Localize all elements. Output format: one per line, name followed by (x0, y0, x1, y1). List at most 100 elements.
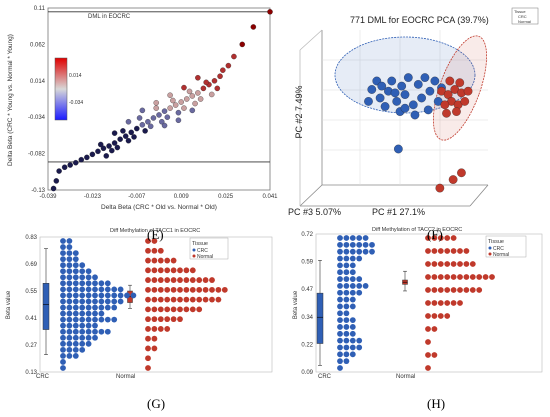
dot-g-normal (164, 286, 171, 293)
dot-g-crc (79, 334, 86, 341)
dot-g-normal (202, 286, 209, 293)
point-e (195, 90, 201, 96)
dot-g-crc (72, 262, 79, 269)
x-tick-e: 0.025 (218, 194, 234, 200)
dot-g-crc (72, 310, 79, 317)
dot-g-crc (79, 298, 86, 305)
dot-g-crc (79, 328, 86, 335)
point-e (139, 107, 146, 114)
dot-h-crc (343, 310, 350, 317)
dot-g-crc (72, 316, 79, 323)
point-e (170, 97, 176, 104)
dot-h-normal (431, 235, 438, 241)
dot-g-crc (104, 292, 111, 299)
dot-g-normal (177, 316, 183, 323)
point-f-crc (375, 93, 385, 103)
dot-g-crc (66, 286, 73, 293)
dot-h-crc (356, 289, 363, 296)
dot-h-crc (349, 337, 356, 344)
dot-g-crc (60, 244, 66, 250)
category-label-g-crc: CRC (36, 374, 50, 380)
dot-g-crc (85, 268, 92, 275)
dot-g-normal (170, 277, 177, 283)
caption-f: (F) (427, 227, 443, 242)
dot-g-normal (189, 267, 196, 274)
y-tick-h: 0.59 (301, 260, 313, 266)
dot-h-crc (337, 296, 343, 303)
point-e (103, 153, 110, 159)
dot-g-normal (183, 306, 190, 313)
dot-h-normal (444, 248, 451, 254)
panel-h: Diff Methylation of TACC2 in EOCRC 0.72 0… (293, 227, 543, 380)
dot-h-crc (356, 255, 363, 262)
point-f-crc (425, 86, 435, 96)
y-tick-e: 0.014 (30, 79, 46, 85)
dot-g-normal (183, 267, 190, 274)
dot-g-crc (111, 292, 118, 299)
dot-g-normal (177, 267, 183, 274)
dot-g-crc (85, 286, 92, 293)
dot-h-normal (431, 261, 438, 267)
dot-g-crc (60, 353, 66, 359)
dot-h-normal (450, 261, 457, 267)
point-e (53, 178, 60, 184)
dot-h-crc (349, 255, 356, 262)
legend-label-g-crc: CRC (197, 248, 208, 254)
dot-h-crc (349, 235, 356, 241)
dot-g-normal (157, 247, 164, 254)
dot-h-normal (450, 300, 457, 306)
dot-h-normal (425, 313, 431, 319)
dot-g-crc (72, 280, 79, 287)
dot-h-normal (476, 274, 483, 280)
dot-g-normal (151, 286, 158, 293)
dot-g-crc (60, 340, 66, 347)
dot-g-crc (60, 365, 66, 371)
point-f-crc (413, 80, 423, 89)
dot-g-crc (79, 280, 86, 287)
dot-g-normal (157, 316, 164, 323)
dot-h-normal (425, 339, 431, 345)
x-tick-e: 0.041 (262, 194, 278, 200)
chart-title-h: Diff Methylation of TACC2 in EOCRC (372, 227, 462, 233)
legend-box-g (189, 237, 229, 260)
point-e (189, 107, 196, 114)
legend-dot-g-normal (192, 254, 196, 258)
dot-h-crc (343, 282, 350, 289)
dot-h-normal (425, 365, 431, 371)
dot-g-normal (145, 335, 151, 342)
dot-g-crc (60, 280, 66, 287)
dot-g-crc (72, 346, 79, 353)
point-f-normal (435, 183, 445, 193)
point-e (197, 96, 204, 102)
point-f-normal (440, 100, 450, 110)
dot-g-crc (79, 268, 86, 275)
dot-g-normal (183, 296, 190, 303)
dot-g-crc (85, 280, 92, 287)
point-e (220, 67, 226, 73)
point-e (142, 128, 148, 134)
dot-g-crc (66, 304, 73, 311)
dot-g-crc (79, 286, 86, 293)
dot-g-crc (85, 274, 92, 281)
point-e (67, 162, 73, 168)
dot-h-normal (444, 287, 451, 293)
point-f-normal (457, 168, 466, 178)
point-e (56, 168, 62, 174)
dot-g-normal (157, 306, 164, 313)
y-tick-g: 0.27 (25, 343, 37, 349)
dot-g-normal (157, 286, 164, 293)
dot-g-crc (60, 238, 66, 244)
point-e (225, 62, 232, 69)
dot-h-normal (444, 235, 451, 241)
point-f-normal (448, 175, 458, 184)
legend-label-h-normal: Normal (493, 252, 509, 258)
dot-h-crc (349, 303, 356, 310)
chart-title-g: Diff Methylation of TACC1 in EOCRC (110, 228, 200, 234)
dot-h-crc (349, 351, 356, 358)
dot-h-crc (343, 344, 350, 351)
dot-g-normal (196, 306, 203, 313)
dot-g-crc (72, 298, 79, 305)
legend-tick-e-1: -0.034 (69, 100, 83, 106)
y-tick-h: 0.72 (301, 232, 313, 238)
